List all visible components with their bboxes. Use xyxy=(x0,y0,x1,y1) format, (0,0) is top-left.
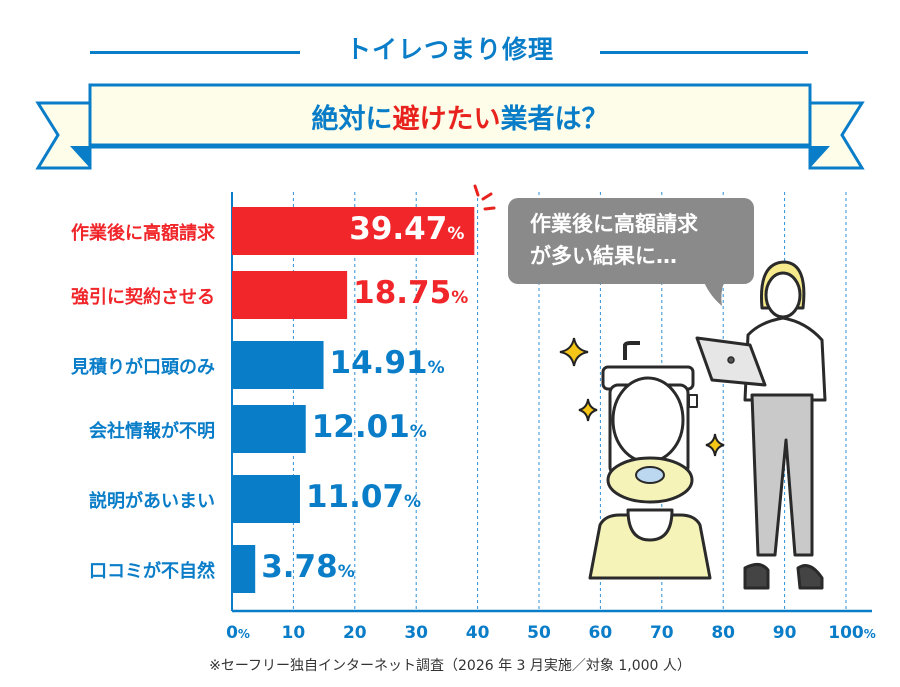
footnote: ※セーフリー独自インターネット調査（2026 年 3 月実施／対象 1,000 … xyxy=(209,658,691,674)
value-number: 11.07 xyxy=(305,479,405,515)
bar xyxy=(232,405,306,453)
toilet-illustration xyxy=(588,341,712,580)
value-number: 18.75 xyxy=(353,275,452,311)
value-unit: % xyxy=(451,288,469,308)
x-tick-value: 60 xyxy=(588,623,613,643)
category-label: 口コミが不自然 xyxy=(89,561,215,582)
value-number: 12.01 xyxy=(311,409,410,445)
x-tick-value: 90 xyxy=(772,623,797,643)
x-tick-value: 50 xyxy=(527,623,551,643)
x-tick-label: 70 xyxy=(650,623,674,643)
x-tick-value: 0 xyxy=(226,623,238,643)
x-tick-label: 90 xyxy=(773,623,797,643)
x-tick-value: 10 xyxy=(281,623,306,643)
bar xyxy=(232,271,348,319)
value-number: 39.47 xyxy=(349,211,448,247)
banner-box xyxy=(88,83,812,148)
value-label: 18.75% xyxy=(353,275,468,311)
title-rule-left xyxy=(90,51,300,54)
bar xyxy=(232,545,256,593)
bubble-line-1: 作業後に高額請求 xyxy=(530,212,698,236)
bar xyxy=(232,341,324,389)
x-tick-value: 30 xyxy=(404,623,429,643)
value-unit: % xyxy=(404,492,422,512)
x-tick-label: 50 xyxy=(527,623,551,643)
x-tick-label: 60 xyxy=(589,623,613,643)
banner-text-1: 絶対に xyxy=(311,104,393,135)
x-tick-label: 20 xyxy=(343,623,367,643)
speech-bubble: 作業後に高額請求 が多い結果に… xyxy=(508,198,754,284)
bar xyxy=(232,207,475,255)
x-tick-value: 20 xyxy=(342,623,367,643)
value-label: 14.91% xyxy=(330,345,445,381)
ribbon-fold-left xyxy=(70,146,90,168)
x-tick-value: 70 xyxy=(649,623,674,643)
value-number: 3.78 xyxy=(261,549,338,585)
sparkle-icon xyxy=(559,337,725,457)
emphasis-marks xyxy=(473,184,496,211)
category-label: 会社情報が不明 xyxy=(89,421,215,442)
person-illustration xyxy=(695,260,827,590)
speech-bubble-tail xyxy=(704,282,724,306)
x-tick-value: 100 xyxy=(828,623,864,643)
x-tick-label: 80 xyxy=(711,623,735,643)
title-rule-right xyxy=(600,51,808,54)
value-number: 14.91 xyxy=(329,345,428,381)
category-label: 作業後に高額請求 xyxy=(71,223,215,244)
banner-text-highlight: 避けたい xyxy=(392,104,501,135)
category-label: 見積りが口頭のみ xyxy=(71,357,215,378)
ribbon-fold-right xyxy=(810,146,830,168)
banner-text-2: 業者は？ xyxy=(500,104,609,135)
value-label: 12.01% xyxy=(312,409,427,445)
top-title: トイレつまり修理 xyxy=(345,35,554,64)
x-tick-label: 30 xyxy=(404,623,428,643)
x-tick-value: 40 xyxy=(465,623,490,643)
x-tick-unit: % xyxy=(863,627,876,641)
x-tick-label: 100% xyxy=(828,623,876,643)
x-tick-value: 80 xyxy=(711,623,736,643)
x-tick-label: 10 xyxy=(282,623,306,643)
value-unit: % xyxy=(409,422,427,442)
value-unit: % xyxy=(447,224,465,244)
value-unit: % xyxy=(337,562,355,582)
value-label: 11.07% xyxy=(306,479,421,515)
value-label: 39.47% xyxy=(349,211,464,247)
value-unit: % xyxy=(427,358,445,378)
x-tick-label: 40 xyxy=(466,623,490,643)
x-tick-unit: % xyxy=(237,627,250,641)
banner-heading: 絶対に避けたい業者は？ xyxy=(90,97,830,136)
x-tick-label: 0% xyxy=(226,623,250,643)
category-label: 強引に契約させる xyxy=(71,287,215,308)
value-label: 3.78% xyxy=(261,549,355,585)
bar xyxy=(232,475,300,523)
bubble-line-2: が多い結果に… xyxy=(530,244,677,268)
banner-ribbon xyxy=(35,83,865,170)
category-label: 説明があいまい xyxy=(89,491,215,512)
